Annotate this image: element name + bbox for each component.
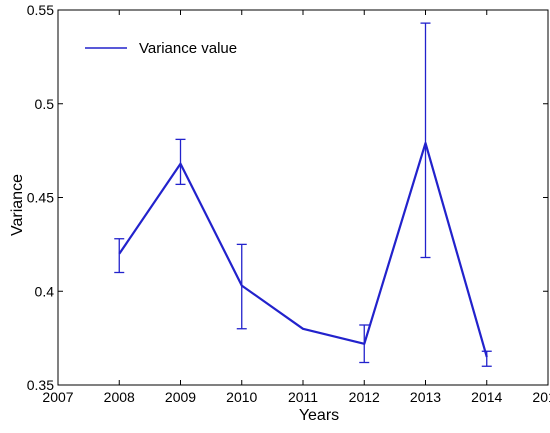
x-tick-label: 2012	[349, 389, 380, 405]
x-axis-title: Years	[299, 407, 339, 424]
y-tick-label: 0.45	[27, 190, 54, 206]
y-tick-label: 0.4	[35, 283, 55, 299]
x-tick-label: 2011	[288, 389, 318, 405]
x-tick-label: 2010	[226, 389, 257, 405]
error-bar	[175, 138, 186, 186]
y-tick-label: 0.35	[27, 377, 54, 393]
legend-label: Variance value	[139, 40, 237, 57]
y-tick-label: 0.5	[35, 96, 55, 112]
error-bar	[114, 238, 125, 274]
error-bar	[359, 324, 370, 364]
error-bar	[481, 350, 492, 367]
error-bar	[420, 22, 431, 259]
error-bar	[236, 243, 247, 330]
x-tick-label: 2015	[532, 389, 550, 405]
series-line	[118, 142, 488, 358]
legend: Variance value	[85, 40, 237, 57]
x-tick-label: 2007	[42, 389, 73, 405]
x-tick-label: 2014	[471, 389, 502, 405]
x-tick-label: 2013	[410, 389, 441, 405]
x-tick-label: 2009	[165, 389, 196, 405]
y-tick-label: 0.55	[27, 2, 54, 18]
x-tick-label: 2008	[104, 389, 135, 405]
y-axis-title: Variance	[9, 174, 26, 236]
